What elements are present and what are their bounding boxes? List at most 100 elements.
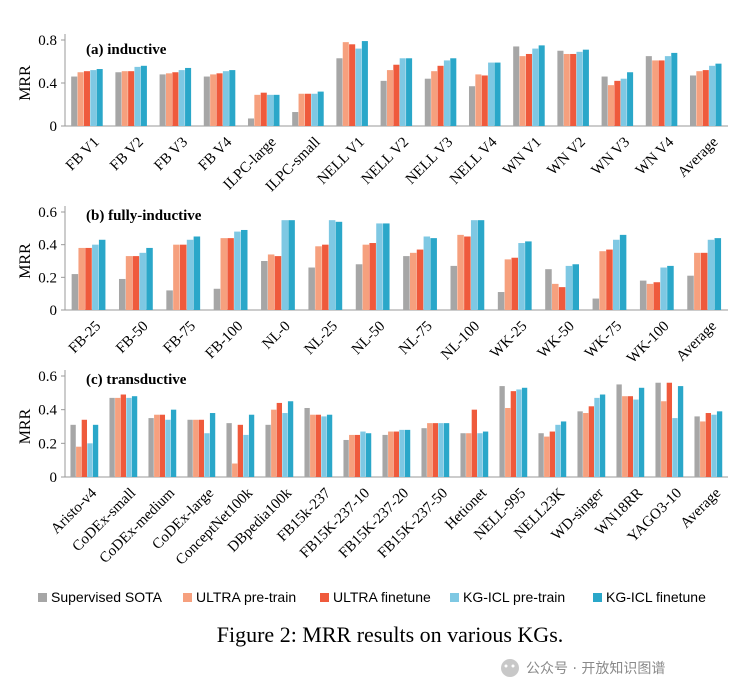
bar-ultra-finetune-yago3-10 [666, 382, 673, 477]
legend-swatch-kg-icl-pre-train [450, 593, 459, 602]
bar-ultra-finetune-codex-large [198, 419, 205, 477]
bar-kg-icl-finetune-nell23k [560, 421, 567, 477]
bar-ultra-finetune-aristo-v4 [81, 419, 88, 477]
bar-supervised-sota-fb-25 [71, 274, 79, 310]
x-tick-label: NELL V3 [403, 134, 456, 187]
bar-supervised-sota-nell-995 [499, 386, 505, 477]
bar-ultra-pre-train-nell23k [544, 436, 550, 477]
bar-supervised-sota-wn-v2 [557, 50, 564, 126]
x-tick-label: Average [673, 318, 720, 365]
legend-swatch-ultra-pre-train [183, 593, 192, 602]
x-tick-label: NELL V2 [359, 134, 412, 187]
bar-kg-icl-pre-train-average [707, 239, 715, 310]
bar-kg-icl-pre-train-nl-50 [376, 223, 383, 310]
bar-ultra-finetune-nell-995 [510, 391, 517, 477]
bar-supervised-sota-aristo-v4 [70, 424, 76, 477]
bar-kg-icl-pre-train-fb-v1 [90, 70, 97, 126]
x-tick-label: FB V3 [151, 134, 191, 174]
bar-kg-icl-finetune-nl-75 [430, 238, 437, 310]
legend-label-supervised-sota: Supervised SOTA [51, 589, 163, 605]
bar-ultra-finetune-hetionet [471, 409, 478, 477]
y-tick-label: 0.4 [38, 238, 57, 254]
bar-kg-icl-finetune-fb-v2 [140, 65, 147, 126]
bar-ultra-finetune-fb-75 [179, 244, 187, 310]
bar-kg-icl-pre-train-nell-v1 [355, 48, 362, 126]
bar-kg-icl-pre-train-fb-100 [234, 231, 241, 310]
panel-title: (a) inductive [86, 42, 167, 58]
bar-kg-icl-pre-train-wk-50 [565, 265, 573, 310]
bar-kg-icl-pre-train-fb-50 [139, 252, 146, 310]
bar-kg-icl-pre-train-ilpc-large [267, 94, 274, 126]
bar-ultra-pre-train-hetionet [466, 433, 472, 477]
bar-supervised-sota-fb-75 [166, 290, 173, 310]
bar-ultra-pre-train-wk-100 [646, 283, 654, 310]
bar-ultra-pre-train-nell-995 [505, 407, 511, 477]
bar-kg-icl-pre-train-wn-v4 [664, 56, 671, 127]
bar-ultra-finetune-wn-v4 [658, 60, 665, 126]
bar-ultra-pre-train-fb15k-237-10 [349, 434, 355, 477]
x-tick-label: FB V2 [107, 134, 147, 174]
bar-ultra-finetune-ilpc-large [260, 92, 267, 126]
bar-kg-icl-finetune-nell-v2 [406, 58, 413, 126]
bar-ultra-pre-train-nl-50 [362, 244, 370, 310]
bar-ultra-finetune-wk-50 [558, 287, 566, 310]
bar-supervised-sota-fb15k-237-20 [382, 434, 388, 477]
bar-ultra-pre-train-dbpedia100k [271, 409, 277, 477]
legend-label-kg-icl-finetune: KG-ICL finetune [606, 589, 706, 605]
bar-kg-icl-finetune-nl-0 [288, 220, 295, 310]
bar-ultra-pre-train-codex-medium [154, 414, 160, 477]
watermark-text: 公众号 · 开放知识图谱 [526, 660, 665, 677]
bar-supervised-sota-fb-v4 [203, 76, 210, 126]
bar-supervised-sota-nell-v2 [380, 80, 387, 126]
x-tick-label: WN V4 [633, 134, 678, 179]
bar-ultra-finetune-fb-v2 [128, 71, 135, 126]
bar-ultra-pre-train-fb15k-237 [310, 414, 316, 477]
bar-supervised-sota-wn18rr [616, 384, 622, 477]
bar-ultra-pre-train-average [696, 71, 703, 126]
bar-supervised-sota-wk-75 [592, 298, 600, 310]
bar-kg-icl-pre-train-nl-100 [470, 220, 478, 310]
bar-ultra-pre-train-nell-v3 [431, 71, 438, 126]
bar-ultra-pre-train-fb-v4 [210, 74, 217, 126]
bar-kg-icl-finetune-nell-v4 [494, 62, 501, 126]
bar-kg-icl-finetune-wn-v3 [627, 72, 634, 126]
x-tick-label: WK-100 [624, 318, 672, 366]
y-tick-label: 0.2 [38, 436, 57, 452]
bar-ultra-finetune-nell-v4 [481, 75, 488, 126]
bar-kg-icl-finetune-codex-medium [170, 409, 177, 477]
bar-kg-icl-finetune-wn-v2 [582, 49, 589, 126]
bar-ultra-finetune-wk-75 [606, 249, 613, 310]
bar-supervised-sota-average [694, 416, 700, 477]
x-tick-label: NL-50 [349, 318, 389, 358]
bar-kg-icl-finetune-conceptnet100k [248, 414, 255, 477]
bar-supervised-sota-fb-v2 [115, 72, 122, 126]
bar-supervised-sota-nl-25 [308, 267, 315, 310]
bar-ultra-finetune-fb-v4 [216, 73, 223, 126]
bar-supervised-sota-yago3-10 [655, 382, 661, 477]
bar-kg-icl-pre-train-nell-v4 [488, 62, 495, 126]
bar-kg-icl-pre-train-fb15k-237-50 [438, 423, 444, 477]
x-tick-label: Average [678, 485, 725, 532]
bar-ultra-pre-train-aristo-v4 [76, 446, 82, 477]
bar-kg-icl-pre-train-average [711, 414, 717, 477]
bar-ultra-finetune-fb-v1 [83, 71, 90, 126]
bar-ultra-pre-train-wn-v4 [652, 60, 659, 126]
bar-supervised-sota-nl-50 [355, 264, 363, 310]
bar-kg-icl-pre-train-aristo-v4 [87, 443, 93, 477]
x-tick-label: WN V1 [500, 134, 544, 178]
bar-ultra-pre-train-nl-75 [409, 252, 417, 310]
bar-ultra-finetune-fb-v3 [172, 72, 179, 126]
bar-ultra-finetune-dbpedia100k [276, 402, 283, 477]
bar-kg-icl-pre-train-fb15k-237 [321, 416, 327, 477]
bar-ultra-pre-train-codex-small [115, 397, 121, 477]
bar-kg-icl-finetune-fb-v4 [229, 70, 236, 126]
y-tick-label: 0 [50, 303, 58, 319]
bar-supervised-sota-wk-25 [497, 292, 505, 310]
bar-supervised-sota-wn-v1 [513, 46, 520, 127]
bar-kg-icl-pre-train-fb15k-237-10 [360, 431, 366, 477]
bar-supervised-sota-nell-v3 [424, 78, 431, 126]
bar-kg-icl-finetune-average [715, 63, 722, 126]
bar-kg-icl-finetune-average [714, 238, 722, 310]
x-tick-label: WN V2 [544, 134, 588, 178]
